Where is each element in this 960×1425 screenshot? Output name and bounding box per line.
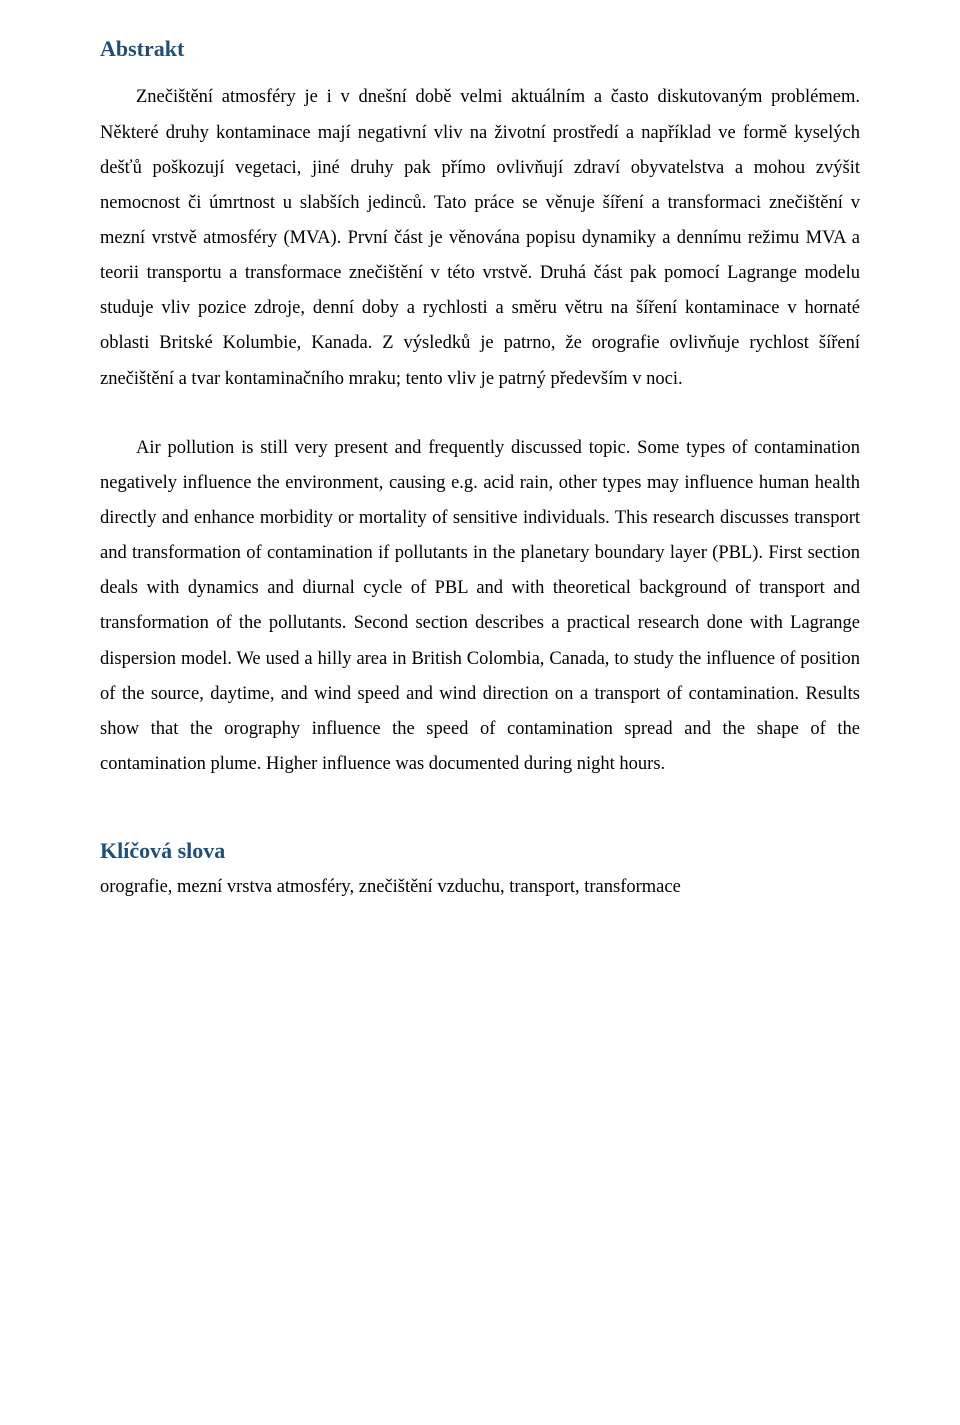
keywords-heading: Klíčová slova	[100, 838, 860, 864]
keywords-text: orografie, mezní vrstva atmosféry, zneči…	[100, 870, 860, 905]
document-page: Abstrakt Znečištění atmosféry je i v dne…	[0, 0, 960, 1425]
abstract-heading: Abstrakt	[100, 36, 860, 62]
abstract-paragraph-czech: Znečištění atmosféry je i v dnešní době …	[100, 80, 860, 396]
abstract-paragraph-english: Air pollution is still very present and …	[100, 431, 860, 782]
paragraph-gap	[100, 397, 860, 431]
